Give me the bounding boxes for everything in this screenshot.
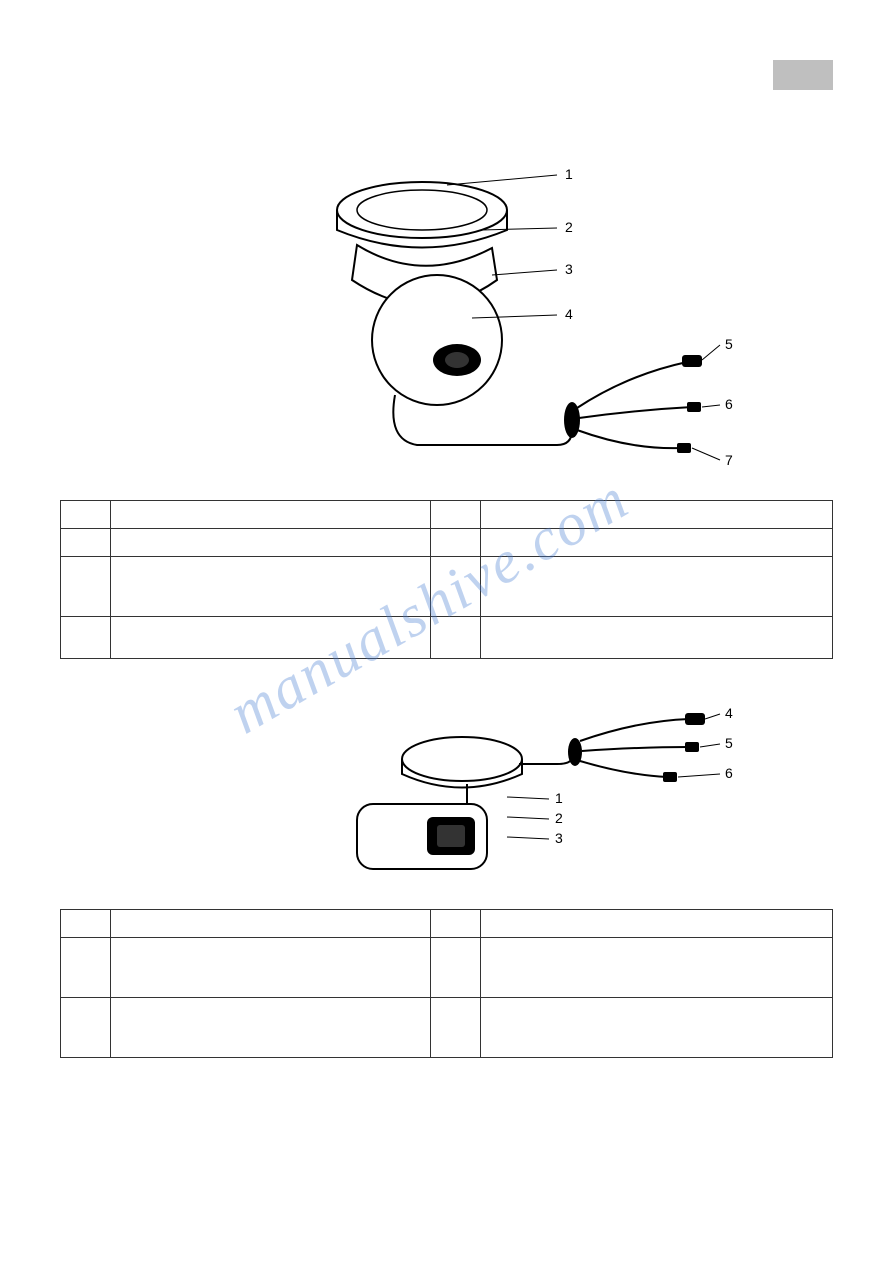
fig1-label-1: 1 [565,166,573,182]
t1-r1-c3 [481,529,833,557]
t1-r3-c2 [431,617,481,659]
table-row [61,557,833,617]
spec-table-1 [60,500,833,659]
spec-table-2 [60,909,833,1058]
t1-r3-c0 [61,617,111,659]
t1-r1-c2 [431,529,481,557]
dome-camera-diagram: 1 2 3 4 5 6 7 [127,130,767,490]
fig1-label-4: 4 [565,306,573,322]
t1-r1-c1 [111,529,431,557]
table-row [61,501,833,529]
t2-r0-c3 [481,910,833,938]
fig2-label-2: 2 [555,810,563,826]
t2-r0-c1 [111,910,431,938]
bullet-camera-diagram: 4 5 6 1 2 3 [127,689,767,899]
t2-r0-c2 [431,910,481,938]
t2-r1-c3 [481,938,833,998]
t2-r2-c3 [481,998,833,1058]
fig1-label-3: 3 [565,261,573,277]
t1-r0-c1 [111,501,431,529]
t1-r2-c0 [61,557,111,617]
fig2-label-5: 5 [725,735,733,751]
fig1-label-2: 2 [565,219,573,235]
t1-r1-c0 [61,529,111,557]
table-row [61,998,833,1058]
t2-r0-c0 [61,910,111,938]
fig1-label-5: 5 [725,336,733,352]
t1-r2-c1 [111,557,431,617]
t1-r0-c2 [431,501,481,529]
fig2-label-4: 4 [725,705,733,721]
t1-r0-c3 [481,501,833,529]
t2-r1-c0 [61,938,111,998]
t2-r1-c2 [431,938,481,998]
page-content: 1 2 3 4 5 6 7 [0,0,893,1148]
t1-r2-c3 [481,557,833,617]
t2-r2-c0 [61,998,111,1058]
t2-r2-c1 [111,998,431,1058]
fig2-label-3: 3 [555,830,563,846]
fig2-label-1: 1 [555,790,563,806]
fig2-label-6: 6 [725,765,733,781]
t1-r2-c2 [431,557,481,617]
figure-2: 4 5 6 1 2 3 [60,689,833,899]
page-badge [773,60,833,90]
table-row [61,529,833,557]
figure-1: 1 2 3 4 5 6 7 [60,130,833,490]
t2-r1-c1 [111,938,431,998]
t1-r0-c0 [61,501,111,529]
fig1-label-6: 6 [725,396,733,412]
t2-r2-c2 [431,998,481,1058]
fig1-label-7: 7 [725,452,733,468]
table-row [61,910,833,938]
t1-r3-c3 [481,617,833,659]
t1-r3-c1 [111,617,431,659]
table-row [61,938,833,998]
table-row [61,617,833,659]
